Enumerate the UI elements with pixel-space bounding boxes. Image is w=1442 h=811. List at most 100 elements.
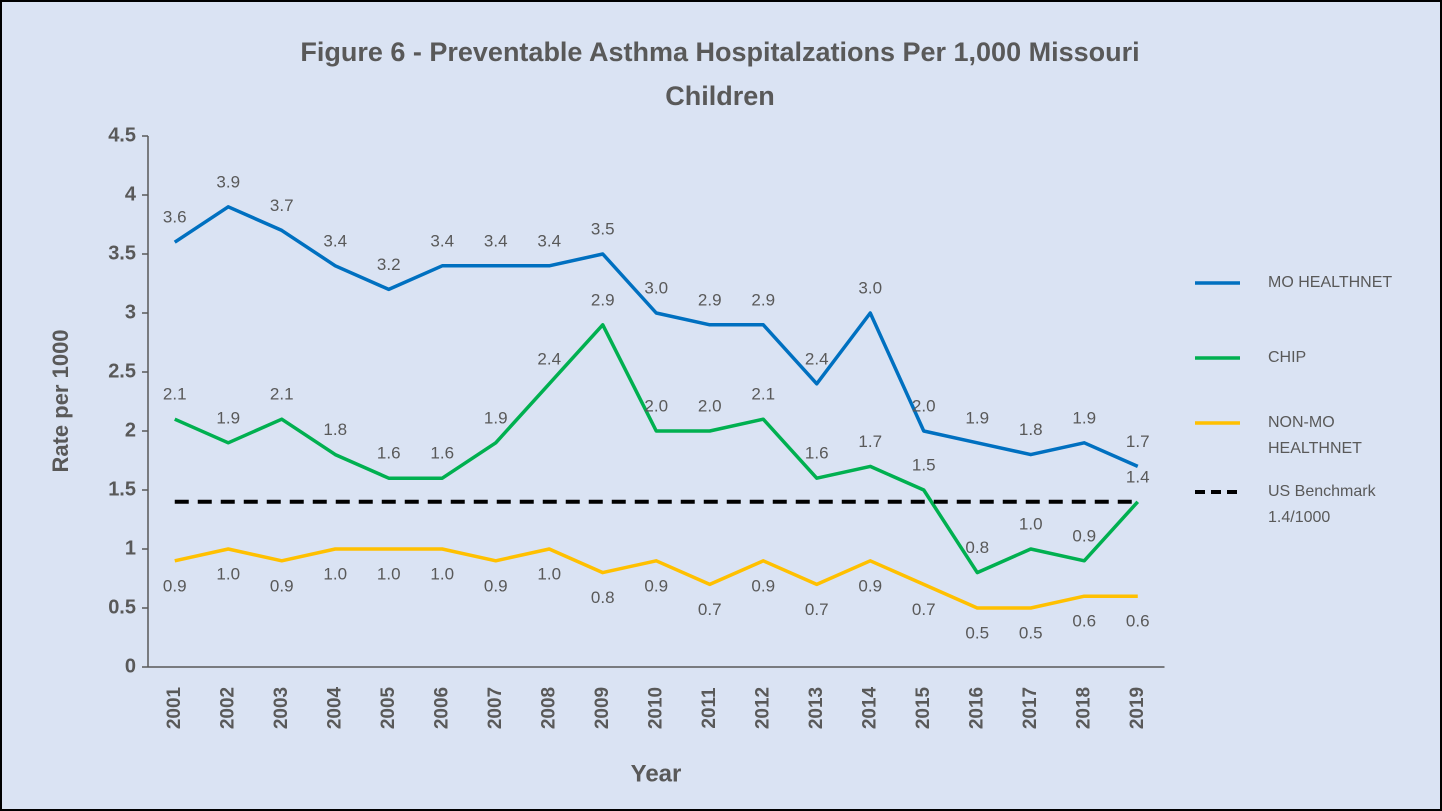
x-tick-label: 2017 — [1020, 687, 1041, 729]
data-label: 0.7 — [698, 600, 722, 619]
data-label: 2.4 — [537, 349, 561, 368]
y-tick-label: 0 — [125, 655, 136, 677]
x-tick-label: 2009 — [592, 687, 613, 729]
data-label: 1.0 — [216, 564, 240, 583]
x-tick-label: 2015 — [913, 686, 934, 729]
data-label: 0.9 — [644, 576, 668, 595]
data-label: 3.0 — [858, 278, 882, 297]
data-label: 1.6 — [377, 444, 401, 463]
x-tick-label: 2008 — [538, 687, 559, 729]
y-tick-label: 1.5 — [108, 478, 136, 500]
data-label: 1.0 — [1019, 514, 1043, 533]
data-label: 3.4 — [430, 231, 454, 250]
legend-entry: CHIP — [1268, 349, 1307, 366]
x-tick-label: 2018 — [1073, 687, 1094, 729]
data-label: 0.5 — [965, 623, 989, 642]
x-tick-label: 2019 — [1127, 687, 1148, 729]
data-label: 0.8 — [965, 538, 989, 557]
data-label: 1.9 — [216, 408, 240, 427]
x-tick-label: 2005 — [378, 686, 399, 729]
x-tick-label: 2013 — [806, 687, 827, 729]
data-label: 1.9 — [484, 408, 508, 427]
data-label: 2.1 — [751, 385, 775, 404]
data-label: 1.8 — [1019, 420, 1043, 439]
data-label: 2.1 — [270, 385, 294, 404]
data-label: 0.8 — [591, 588, 615, 607]
data-label: 3.2 — [377, 255, 401, 274]
data-label: 0.6 — [1072, 612, 1096, 631]
x-tick-label: 2012 — [752, 687, 773, 729]
x-tick-label: 2014 — [859, 686, 880, 729]
data-label: 3.7 — [270, 196, 294, 215]
data-label: 1.0 — [323, 564, 347, 583]
data-label: 1.7 — [1126, 432, 1150, 451]
data-label: 1.0 — [537, 564, 561, 583]
series-line — [174, 547, 1138, 610]
x-tick-label: 2007 — [485, 687, 506, 729]
data-label: 0.9 — [484, 576, 508, 595]
y-tick-label: 0.5 — [108, 596, 136, 618]
legend-entry: NON-MO HEALTHNET — [1268, 414, 1362, 457]
data-label: 2.9 — [698, 290, 722, 309]
legend-label: US Benchmark 1.4/1000 — [1268, 483, 1376, 526]
x-tick-label: 2016 — [966, 687, 987, 729]
data-label: 1.9 — [1072, 408, 1096, 427]
title-box: Figure 6 - Preventable Asthma Hospitalza… — [300, 37, 1140, 111]
x-tick-label: 2002 — [217, 687, 238, 729]
data-label: 2.0 — [912, 396, 936, 415]
x-tick-label: 2010 — [645, 687, 666, 729]
data-label: 1.0 — [430, 564, 454, 583]
series-line — [174, 323, 1140, 575]
data-label: 3.0 — [644, 278, 668, 297]
x-axis-label: Year — [631, 760, 682, 787]
data-label: 0.6 — [1126, 612, 1150, 631]
data-label: 1.7 — [858, 432, 882, 451]
data-label: 2.9 — [751, 290, 775, 309]
chart-title: Figure 6 - Preventable Asthma Hospitalza… — [300, 37, 1140, 111]
x-tick-label: 2001 — [164, 686, 185, 729]
y-tick-label: 3 — [125, 301, 136, 323]
x-tick-label: 2006 — [431, 687, 452, 729]
legend-label: CHIP — [1268, 349, 1307, 366]
y-tick-label: 4 — [125, 183, 137, 205]
data-label: 1.6 — [430, 444, 454, 463]
data-label: 0.9 — [858, 576, 882, 595]
y-tick-label: 4.5 — [108, 124, 136, 146]
data-label: 2.0 — [698, 396, 722, 415]
series-line — [173, 205, 1139, 469]
y-tick-label: 3.5 — [108, 242, 136, 264]
y-tick-label: 2.5 — [108, 360, 136, 382]
legend-label: NON-MO HEALTHNET — [1268, 414, 1362, 457]
data-label: 0.9 — [751, 576, 775, 595]
y-tick-label: 2 — [125, 419, 136, 441]
data-label: 0.9 — [1072, 526, 1096, 545]
data-label: 0.5 — [1019, 623, 1043, 642]
data-label: 0.7 — [805, 600, 829, 619]
data-label: 1.4 — [1126, 467, 1150, 486]
data-label: 1.5 — [912, 455, 936, 474]
y-axis-label: Rate per 1000 — [48, 329, 73, 472]
data-label: 3.4 — [323, 231, 347, 250]
data-label: 2.1 — [163, 385, 187, 404]
data-label: 3.4 — [484, 231, 508, 250]
data-label: 0.9 — [163, 576, 187, 595]
data-label: 1.8 — [323, 420, 347, 439]
data-label: 1.0 — [377, 564, 401, 583]
data-label: 0.9 — [270, 576, 294, 595]
data-label: 2.4 — [805, 349, 829, 368]
data-label: 3.5 — [591, 219, 615, 238]
data-label: 0.7 — [912, 600, 936, 619]
legend-label: MO HEALTHNET — [1268, 274, 1393, 291]
y-tick-label: 1 — [125, 537, 136, 559]
data-label: 1.6 — [805, 444, 829, 463]
legend-entry: US Benchmark 1.4/1000 — [1268, 483, 1376, 526]
data-label: 1.9 — [965, 408, 989, 427]
data-label: 2.0 — [644, 396, 668, 415]
data-label: 2.9 — [591, 290, 615, 309]
data-label: 3.4 — [537, 231, 561, 250]
x-tick-label: 2003 — [271, 687, 292, 729]
data-label: 3.9 — [216, 172, 240, 191]
data-label: 3.6 — [163, 208, 187, 227]
